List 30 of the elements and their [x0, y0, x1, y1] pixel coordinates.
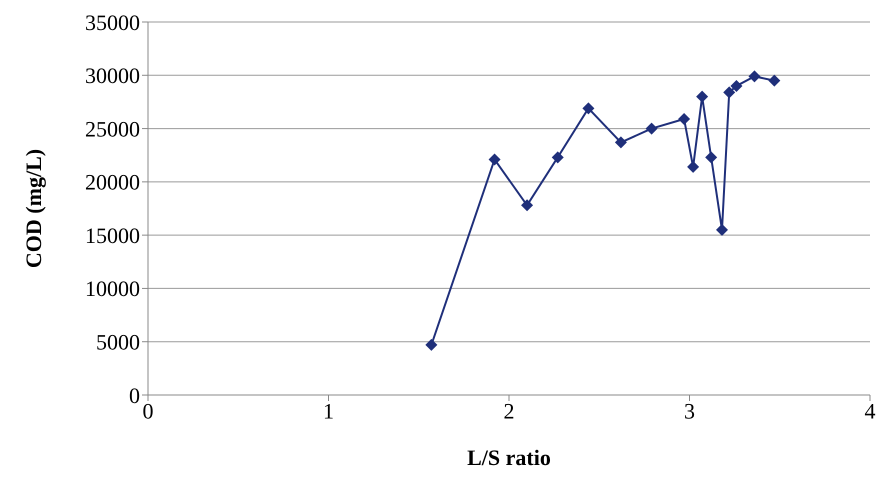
point — [730, 80, 742, 92]
point — [705, 151, 718, 164]
point — [614, 136, 627, 148]
y-tick-label: 5000 — [96, 330, 140, 355]
y-tick-label: 35000 — [85, 10, 140, 35]
x-tick-label: 1 — [323, 398, 334, 424]
point — [678, 112, 690, 125]
point — [488, 153, 501, 166]
point — [521, 199, 534, 212]
point — [425, 338, 438, 351]
point — [687, 160, 700, 173]
y-tick-label: 0 — [129, 382, 140, 408]
x-tick-label: 2 — [504, 398, 514, 424]
y-tick-label: 30000 — [85, 63, 140, 88]
y-tick-label: 25000 — [85, 116, 140, 142]
y-tick-label: 10000 — [85, 276, 140, 302]
y-axis-title: COD (mg/L) — [20, 148, 46, 268]
x-tick-label: 3 — [684, 398, 695, 424]
point — [582, 102, 594, 114]
point — [646, 122, 658, 135]
point — [723, 86, 736, 98]
point — [696, 90, 708, 103]
point — [768, 74, 780, 87]
y-tick-label: 20000 — [85, 170, 140, 195]
point — [552, 151, 564, 164]
point — [716, 224, 728, 236]
x-tick-label: 4 — [864, 398, 876, 424]
x-axis-title: L/S ratio — [467, 445, 551, 470]
y-tick-label: 15000 — [85, 222, 140, 248]
point — [748, 70, 760, 82]
